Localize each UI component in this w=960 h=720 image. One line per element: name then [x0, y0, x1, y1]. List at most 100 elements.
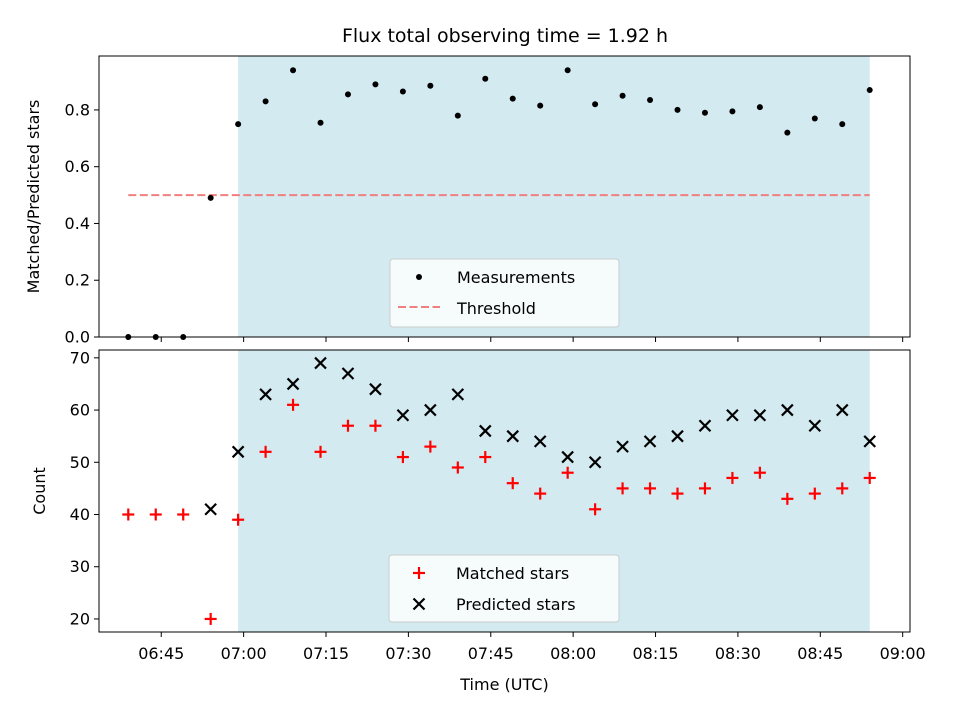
x-tick-label: 07:30 — [385, 644, 431, 663]
matched-star-point — [781, 492, 794, 505]
matched-star-point — [451, 461, 464, 474]
marker-stroke — [643, 435, 657, 448]
matched-star-point — [479, 451, 492, 464]
y-tick-label: 60 — [70, 401, 90, 420]
matched-star-point — [506, 477, 519, 490]
count-y-axis-label: Count — [30, 467, 49, 515]
ratio-panel-frame — [98, 55, 911, 338]
legend-label-predicted: Predicted stars — [456, 595, 576, 614]
y-tick-label: 30 — [70, 557, 90, 576]
matched-star-point — [836, 482, 849, 495]
marker-stroke — [286, 377, 300, 391]
marker-stroke — [412, 597, 426, 611]
marker-stroke — [424, 403, 437, 417]
count-panel: 20 30 40 50 60 70 06:45 07:00 07:15 07:30 07:45 08:… — [30, 348, 926, 694]
predicted-star-point — [533, 435, 547, 448]
predicted-star-point — [671, 429, 684, 443]
matched-star-point — [534, 487, 547, 500]
y-tick-label: 0.8 — [65, 100, 90, 119]
legend-matched-marker — [413, 567, 425, 579]
predicted-star-point — [231, 445, 245, 459]
predicted-star-point — [561, 450, 574, 464]
predicted-star-point — [616, 440, 629, 453]
marker — [413, 567, 425, 579]
measurement-points — [125, 67, 873, 340]
predicted-star-point — [424, 403, 437, 417]
matched-star-point — [149, 508, 162, 521]
marker-stroke — [588, 455, 602, 469]
matched-star-point — [698, 482, 711, 495]
measurement-point — [344, 91, 351, 98]
count-points — [122, 356, 877, 625]
measurement-point — [592, 101, 599, 108]
y-tick-label: 20 — [70, 609, 90, 628]
measurement-point — [811, 115, 818, 122]
marker-stroke — [204, 502, 217, 516]
count-panel-frame — [98, 349, 911, 633]
measurement-point — [674, 106, 681, 113]
legend-predicted-marker — [412, 597, 426, 611]
predicted-star-point — [835, 403, 849, 417]
matched-star-point — [561, 466, 574, 479]
matched-star-point — [396, 451, 409, 464]
matched-star-point — [369, 419, 382, 432]
ratio-legend: Measurements Threshold — [389, 258, 620, 328]
x-tick-label: 07:00 — [221, 644, 267, 663]
predicted-star-point — [286, 377, 300, 391]
marker-stroke — [561, 450, 574, 464]
y-tick-label: 70 — [70, 348, 90, 367]
matched-star-point — [671, 487, 684, 500]
marker-stroke — [808, 419, 822, 433]
matched-star-point — [177, 508, 190, 521]
marker-stroke — [259, 388, 272, 401]
measurement-point — [482, 75, 489, 82]
y-tick-label: 40 — [70, 505, 90, 524]
marker-stroke — [835, 403, 849, 417]
predicted-star-point — [478, 424, 492, 438]
x-tick-label: 06:45 — [138, 644, 184, 663]
predicted-star-point — [369, 382, 382, 396]
chart-title: Flux total observing time = 1.92 h — [342, 25, 668, 47]
matched-star-point — [808, 487, 821, 500]
marker-stroke — [314, 356, 327, 370]
matched-star-point — [259, 445, 272, 458]
matched-star-point — [424, 440, 437, 453]
marker-stroke — [341, 367, 355, 380]
x-tick-label: 08:15 — [632, 644, 678, 663]
measurement-point — [509, 95, 516, 102]
measurement-point — [262, 98, 269, 105]
measurement-point — [454, 112, 461, 119]
ratio-axis-ticks: 0.0 0.2 0.4 0.6 0.8 — [65, 100, 904, 347]
matched-star-point — [204, 612, 217, 625]
count-legend: Matched stars Predicted stars — [388, 554, 620, 623]
predicted-star-point — [808, 419, 822, 433]
predicted-star-point — [863, 435, 877, 448]
marker — [412, 597, 426, 611]
y-tick-label: 0.0 — [65, 328, 90, 347]
predicted-star-point — [204, 502, 217, 516]
matched-star-point — [644, 482, 657, 495]
y-tick-label: 0.4 — [65, 214, 90, 233]
y-tick-label: 0.6 — [65, 157, 90, 176]
x-tick-label: 09:00 — [880, 644, 926, 663]
x-tick-label: 07:45 — [468, 644, 514, 663]
measurement-point — [399, 88, 406, 95]
matched-star-point — [314, 445, 327, 458]
measurement-point — [235, 121, 242, 128]
predicted-star-point — [396, 408, 410, 422]
measurement-point — [317, 119, 324, 126]
ratio-y-axis-label: Matched/Predicted stars — [24, 100, 43, 294]
x-tick-label: 08:00 — [550, 644, 596, 663]
predicted-star-point — [643, 435, 657, 448]
marker-stroke — [616, 440, 629, 453]
marker-stroke — [863, 435, 877, 448]
measurement-point — [839, 121, 846, 128]
predicted-star-point — [451, 388, 465, 401]
measurement-point — [729, 108, 736, 115]
predicted-star-point — [588, 455, 602, 469]
count-axis-ticks: 20 30 40 50 60 70 06:45 07:00 07:15 07:30 07:45 08:… — [70, 348, 926, 663]
measurement-point — [290, 67, 297, 74]
matched-star-point — [726, 471, 739, 484]
predicted-star-point — [341, 367, 355, 380]
